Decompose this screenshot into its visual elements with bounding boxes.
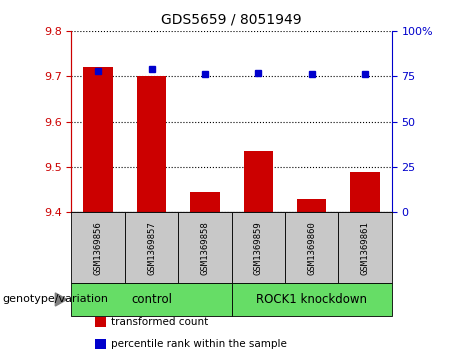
Text: GSM1369856: GSM1369856 [94,221,103,275]
Bar [71,283,231,316]
Bar [190,192,219,212]
Bar [231,212,285,283]
Bar [350,172,380,212]
Title: GDS5659 / 8051949: GDS5659 / 8051949 [161,13,302,27]
Bar [83,67,113,212]
Text: genotype/variation: genotype/variation [2,294,108,305]
Bar [178,212,231,283]
Bar [244,151,273,212]
Text: ROCK1 knockdown: ROCK1 knockdown [256,293,367,306]
Bar [231,283,392,316]
Text: GSM1369857: GSM1369857 [147,221,156,275]
Bar [285,212,338,283]
Text: transformed count: transformed count [111,317,208,327]
Bar [71,212,125,283]
Bar [297,199,326,212]
Text: GSM1369858: GSM1369858 [201,221,209,275]
Bar [338,212,392,283]
Text: control: control [131,293,172,306]
Text: GSM1369861: GSM1369861 [361,221,370,275]
Bar [125,212,178,283]
Text: GSM1369859: GSM1369859 [254,221,263,275]
Text: GSM1369860: GSM1369860 [307,221,316,275]
Bar [137,76,166,212]
Text: percentile rank within the sample: percentile rank within the sample [111,339,287,349]
